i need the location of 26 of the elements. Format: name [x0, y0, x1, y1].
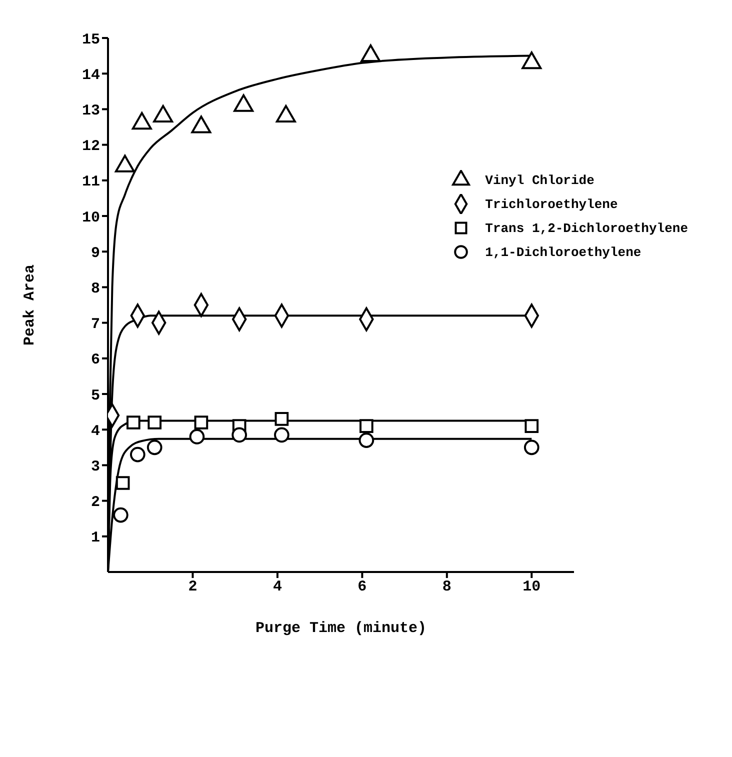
- x-axis-title: Purge Time (minute): [255, 620, 427, 637]
- y-tick-label: 12: [82, 138, 100, 156]
- y-tick-label: 13: [82, 102, 100, 120]
- x-tick-label: 4: [272, 578, 282, 596]
- legend-label: Vinyl Chloride: [485, 172, 594, 188]
- y-tick-label: 6: [90, 352, 100, 369]
- y-tick-label: 7: [90, 316, 100, 334]
- x-tick-label: 2: [188, 578, 198, 596]
- x-tick-label: 8: [442, 578, 452, 596]
- y-axis-title: Peak Area: [21, 264, 38, 346]
- y-tick-label: 15: [82, 31, 100, 48]
- y-tick-label: 9: [90, 244, 100, 262]
- y-tick-label: 2: [90, 494, 100, 512]
- y-tick-label: 10: [82, 209, 100, 226]
- y-tick-label: 3: [90, 458, 100, 476]
- legend-label: Trichloroethylene: [485, 196, 618, 212]
- legend-label: 1,1-Dichloroethylene: [485, 244, 642, 260]
- x-tick-label: 6: [358, 578, 367, 596]
- x-tick-label: 10: [522, 578, 541, 596]
- y-tick-label: 4: [90, 422, 100, 440]
- y-tick-label: 1: [90, 530, 100, 547]
- y-tick-label: 5: [90, 387, 100, 404]
- y-tick-label: 8: [90, 280, 100, 298]
- legend-label: Trans 1,2-Dichloroethylene: [485, 220, 688, 236]
- y-tick-label: 11: [82, 174, 100, 191]
- y-tick-label: 14: [82, 66, 100, 84]
